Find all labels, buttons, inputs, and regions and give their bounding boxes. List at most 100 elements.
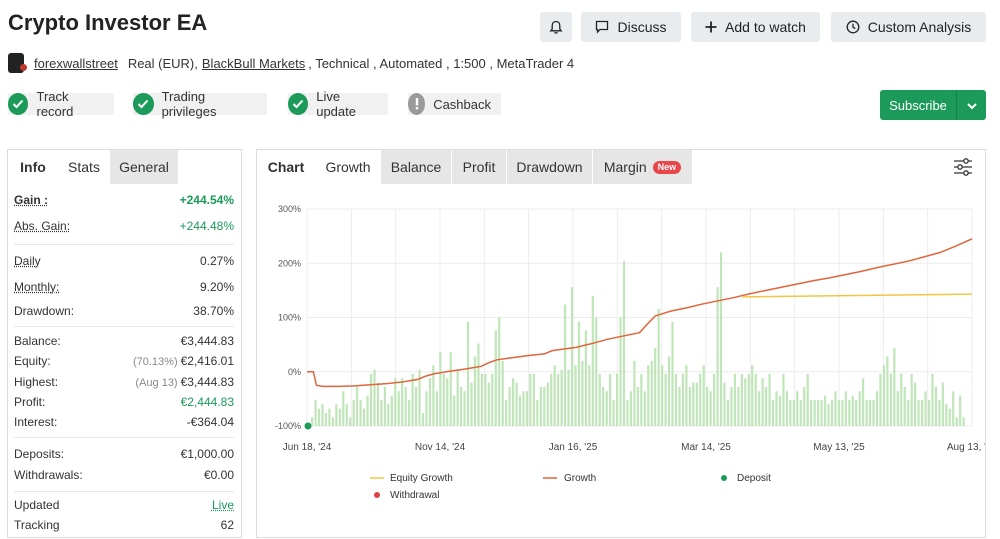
stat-label[interactable]: Abs. Gain:: [14, 219, 71, 233]
profit-bar: [550, 373, 553, 426]
tab-balance[interactable]: Balance: [381, 150, 451, 184]
profit-bar: [830, 399, 834, 426]
profit-bar: [543, 386, 546, 426]
stat-value: €0.00: [203, 468, 234, 482]
trading-privileges-badge[interactable]: Trading privileges: [133, 89, 267, 119]
track-record-badge[interactable]: Track record: [8, 89, 114, 119]
tab-chart[interactable]: Chart: [257, 150, 315, 184]
profit-bar: [466, 321, 470, 426]
stat-subvalue: (Aug 13): [135, 377, 178, 389]
tab-stats[interactable]: Stats: [58, 150, 110, 184]
legend-label-withdrawal: Withdrawal: [390, 490, 439, 501]
tab-drawdown[interactable]: Drawdown: [507, 150, 592, 184]
profit-bar: [865, 399, 868, 426]
profit-bar: [810, 399, 813, 426]
profit-bar: [903, 386, 906, 426]
y-tick-label: 0%: [288, 367, 301, 377]
profit-bar: [612, 399, 615, 426]
profit-bar: [324, 412, 328, 426]
avatar[interactable]: [8, 53, 27, 73]
x-tick-label: Jan 16, '25: [549, 442, 598, 453]
profit-bar: [799, 399, 802, 426]
stat-value: €2,416.01: [180, 354, 234, 368]
account-details: , Technical , Automated , 1:500 , MetaTr…: [308, 55, 575, 71]
add-to-watch-label: Add to watch: [725, 19, 806, 35]
profit-bar: [321, 404, 324, 426]
tab-growth[interactable]: Growth: [315, 150, 381, 184]
profit-bar: [782, 373, 785, 426]
profit-bar: [723, 382, 726, 426]
stat-value: +244.48%: [179, 219, 234, 233]
tab-margin[interactable]: Margin New: [593, 150, 692, 184]
subscribe-label[interactable]: Subscribe: [880, 90, 957, 120]
profit-bar: [401, 378, 404, 426]
plus-icon: [705, 21, 717, 33]
profit-bar: [938, 399, 941, 426]
chart-tabs: Chart Growth Balance Profit Drawdown Mar…: [257, 150, 692, 184]
stat-value: €3,444.83: [180, 375, 234, 389]
settings-sliders-icon[interactable]: [953, 157, 973, 177]
profit-bar: [674, 373, 678, 426]
profit-bar: [418, 369, 421, 426]
profit-bar: [463, 391, 466, 426]
stat-value[interactable]: Live: [211, 498, 234, 512]
stat-label: Equity:: [14, 354, 51, 368]
profit-bar: [775, 391, 778, 426]
subscribe-button[interactable]: Subscribe: [880, 90, 986, 120]
profit-bar: [685, 365, 688, 426]
profit-bar: [362, 408, 366, 426]
profit-bar: [622, 261, 626, 426]
profit-bar: [536, 399, 539, 426]
profit-bar: [858, 391, 861, 426]
custom-analysis-button[interactable]: Custom Analysis: [831, 12, 986, 42]
broker-link[interactable]: BlackBull Markets: [201, 55, 306, 71]
stat-label[interactable]: Daily: [14, 254, 41, 268]
discuss-button[interactable]: Discuss: [581, 12, 681, 42]
custom-analysis-label: Custom Analysis: [867, 19, 972, 35]
stat-interest: Interest: -€364.04: [14, 412, 234, 432]
subscribe-dropdown[interactable]: [957, 90, 986, 120]
bell-icon: [549, 20, 563, 35]
stat-label[interactable]: Monthly:: [14, 280, 60, 294]
profit-bar: [414, 386, 418, 426]
stat-profit: Profit: €2,444.83: [14, 392, 234, 412]
notify-button[interactable]: [540, 12, 572, 42]
profit-bar: [910, 373, 913, 426]
live-update-badge[interactable]: Live update: [288, 89, 388, 119]
profit-bar: [823, 395, 827, 426]
profit-bar: [512, 378, 515, 426]
profit-bar: [706, 386, 709, 426]
stat-value: -€364.04: [186, 415, 234, 429]
user-link[interactable]: forexwallstreet: [34, 55, 118, 71]
stat-highest: Highest: (Aug 13) €3,444.83: [14, 372, 234, 392]
profit-bar: [688, 386, 691, 426]
stat-value: 0.27%: [199, 254, 234, 268]
add-to-watch-button[interactable]: Add to watch: [691, 12, 820, 42]
profit-bar: [785, 391, 788, 426]
profit-bar: [605, 391, 608, 426]
profit-bar: [383, 386, 386, 426]
tab-profit[interactable]: Profit: [452, 150, 506, 184]
profit-bar: [311, 417, 314, 426]
profit-bar: [719, 252, 723, 426]
profit-bar: [643, 391, 646, 426]
profit-bar: [882, 365, 886, 426]
divider: [14, 491, 234, 492]
stat-deposits: Deposits: €1,000.00: [14, 444, 234, 464]
profit-bar: [619, 317, 622, 426]
profit-bar: [796, 391, 799, 426]
tab-info[interactable]: Info: [8, 150, 58, 184]
stat-value: +244.54%: [179, 193, 234, 207]
profit-bar: [380, 399, 383, 426]
check-icon: [133, 93, 154, 115]
stat-value: €2,444.83: [180, 395, 234, 409]
stat-label[interactable]: Gain :: [14, 193, 49, 207]
account-info: forexwallstreet Real (EUR), BlackBull Ma…: [8, 52, 574, 74]
cashback-badge[interactable]: Cashback: [408, 93, 501, 115]
profit-bar: [408, 399, 411, 426]
tab-general[interactable]: General: [110, 150, 178, 184]
profit-bar: [771, 399, 775, 426]
profit-bar: [716, 287, 719, 426]
stat-label: Deposits:: [14, 447, 65, 461]
profit-bar: [664, 373, 667, 426]
